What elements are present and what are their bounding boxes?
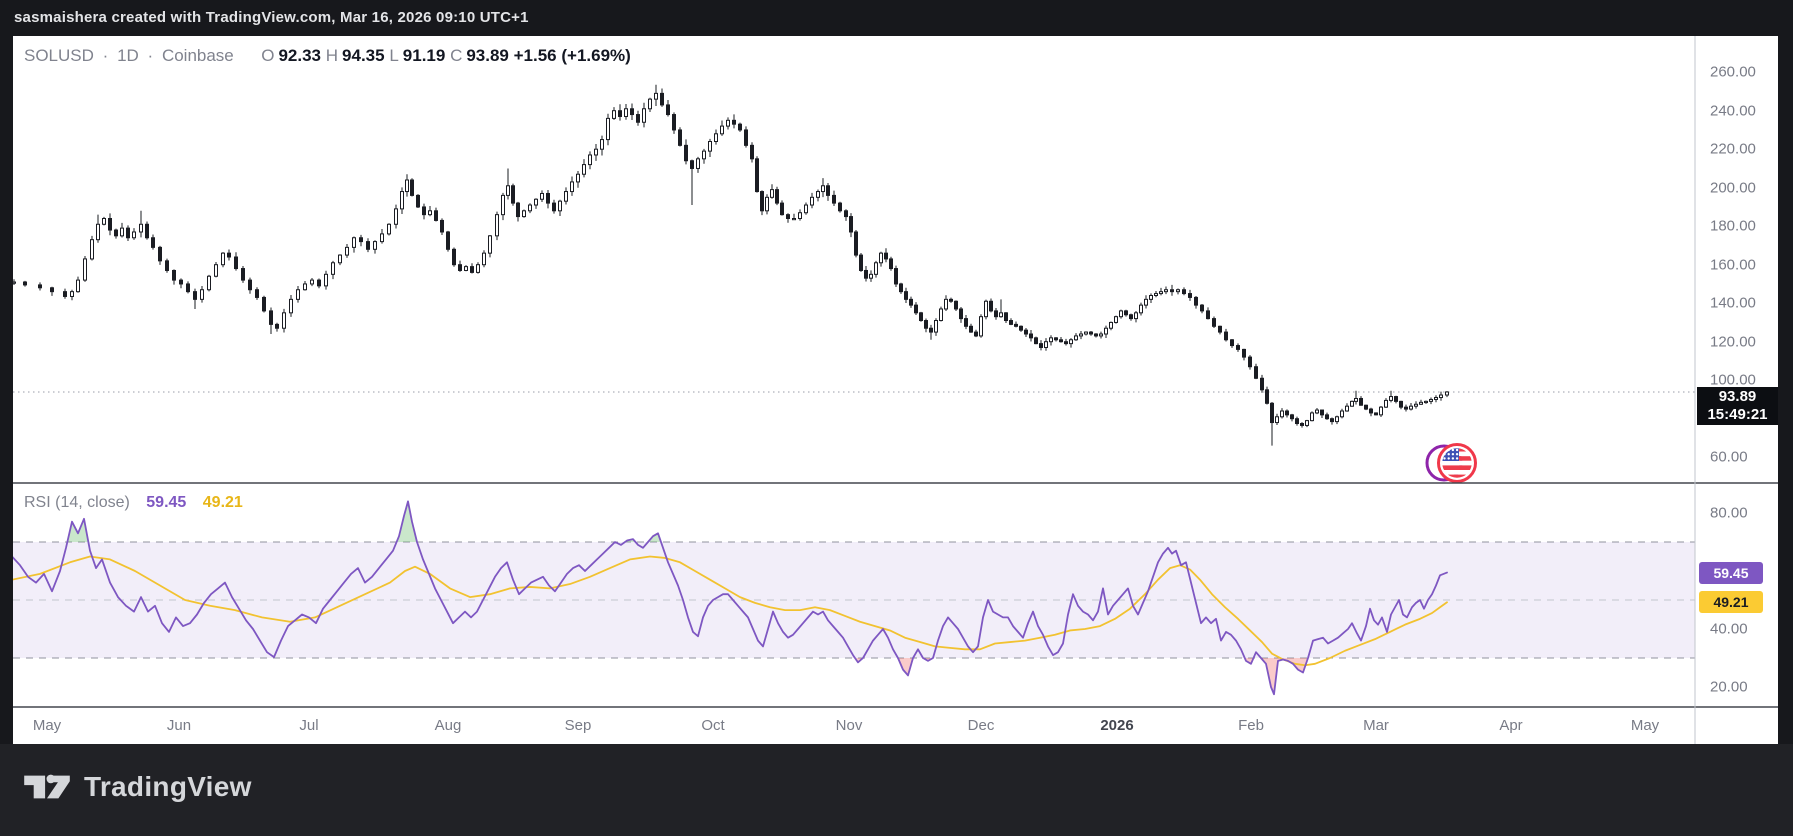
rsi-legend[interactable]: RSI (14, close) 59.45 49.21 <box>24 494 243 512</box>
price-tick-label: 100.00 <box>1710 371 1756 389</box>
price-tick-label: 60.00 <box>1710 448 1748 466</box>
rsi-title[interactable]: RSI (14, close) <box>24 494 130 511</box>
time-tick-label: Sep <box>564 717 592 734</box>
us-flag-event-icon[interactable] <box>1425 443 1477 483</box>
time-tick-label: Aug <box>434 717 462 734</box>
high-value: 94.35 <box>342 46 385 65</box>
time-tick-label: Dec <box>967 717 995 734</box>
price-tick-label: 260.00 <box>1710 63 1756 81</box>
rsi-tick-label: 80.00 <box>1710 504 1748 522</box>
exchange-label: Coinbase <box>161 46 234 65</box>
tradingview-logo-text: TradingView <box>84 771 252 802</box>
open-value: 92.33 <box>278 46 322 65</box>
symbol-name[interactable]: SOLUSD <box>24 46 94 65</box>
time-tick-label: Nov <box>835 717 863 734</box>
tradingview-logo-icon <box>24 774 70 799</box>
tradingview-logo[interactable]: TradingView <box>22 768 252 806</box>
open-label: O <box>261 46 275 65</box>
time-tick-label: Jul <box>299 717 319 734</box>
chart-canvas[interactable] <box>13 36 1778 744</box>
time-tick-label: Jun <box>166 717 192 734</box>
bar-countdown: 15:49:21 <box>1707 405 1768 423</box>
last-price-value: 93.89 <box>1718 387 1757 405</box>
footer-bar: TradingView <box>0 744 1793 836</box>
chart-area[interactable]: SOLUSD · 1D · Coinbase O 92.33 H 94.35 L 91… <box>13 36 1778 744</box>
high-label: H <box>325 46 339 65</box>
interval-label[interactable]: 1D <box>117 46 139 65</box>
legend-separator: · <box>102 46 109 65</box>
change-value: +1.56 (+1.69%) <box>513 46 631 65</box>
attribution-bar: sasmaishera created with TradingView.com… <box>0 0 1793 36</box>
close-label: C <box>450 46 463 65</box>
price-tick-label: 120.00 <box>1710 333 1756 351</box>
rsi-tick-label: 40.00 <box>1710 620 1748 638</box>
price-tick-label: 220.00 <box>1710 140 1756 158</box>
time-tick-label: May <box>32 717 62 734</box>
price-tick-label: 180.00 <box>1710 217 1756 235</box>
price-tick-label: 140.00 <box>1710 294 1756 312</box>
rsi-tick-label: 20.00 <box>1710 678 1748 696</box>
time-tick-label: Mar <box>1363 717 1389 734</box>
rsi-value-badge: 59.45 <box>1699 561 1763 584</box>
legend-separator: · <box>147 46 154 65</box>
price-tick-label: 160.00 <box>1710 256 1756 274</box>
time-tick-label: Feb <box>1238 717 1264 734</box>
rsi-ma-value: 49.21 <box>202 494 243 511</box>
price-tick-label: 240.00 <box>1710 102 1756 120</box>
attribution-text: sasmaishera created with TradingView.com… <box>14 9 529 26</box>
price-tick-label: 200.00 <box>1710 179 1756 197</box>
time-tick-label: Apr <box>1499 717 1523 734</box>
low-label: L <box>389 46 399 65</box>
rsi-ma-value-badge: 49.21 <box>1699 591 1763 614</box>
time-tick-label: May <box>1630 717 1660 734</box>
low-value: 91.19 <box>402 46 446 65</box>
time-tick-label: 2026 <box>1100 717 1134 734</box>
close-value: 93.89 <box>466 46 509 65</box>
time-tick-label: Oct <box>701 717 725 734</box>
rsi-value: 59.45 <box>146 494 187 511</box>
symbol-legend[interactable]: SOLUSD · 1D · Coinbase O 92.33 H 94.35 L 91… <box>24 46 631 66</box>
last-price-badge: 93.89 15:49:21 <box>1697 386 1778 425</box>
